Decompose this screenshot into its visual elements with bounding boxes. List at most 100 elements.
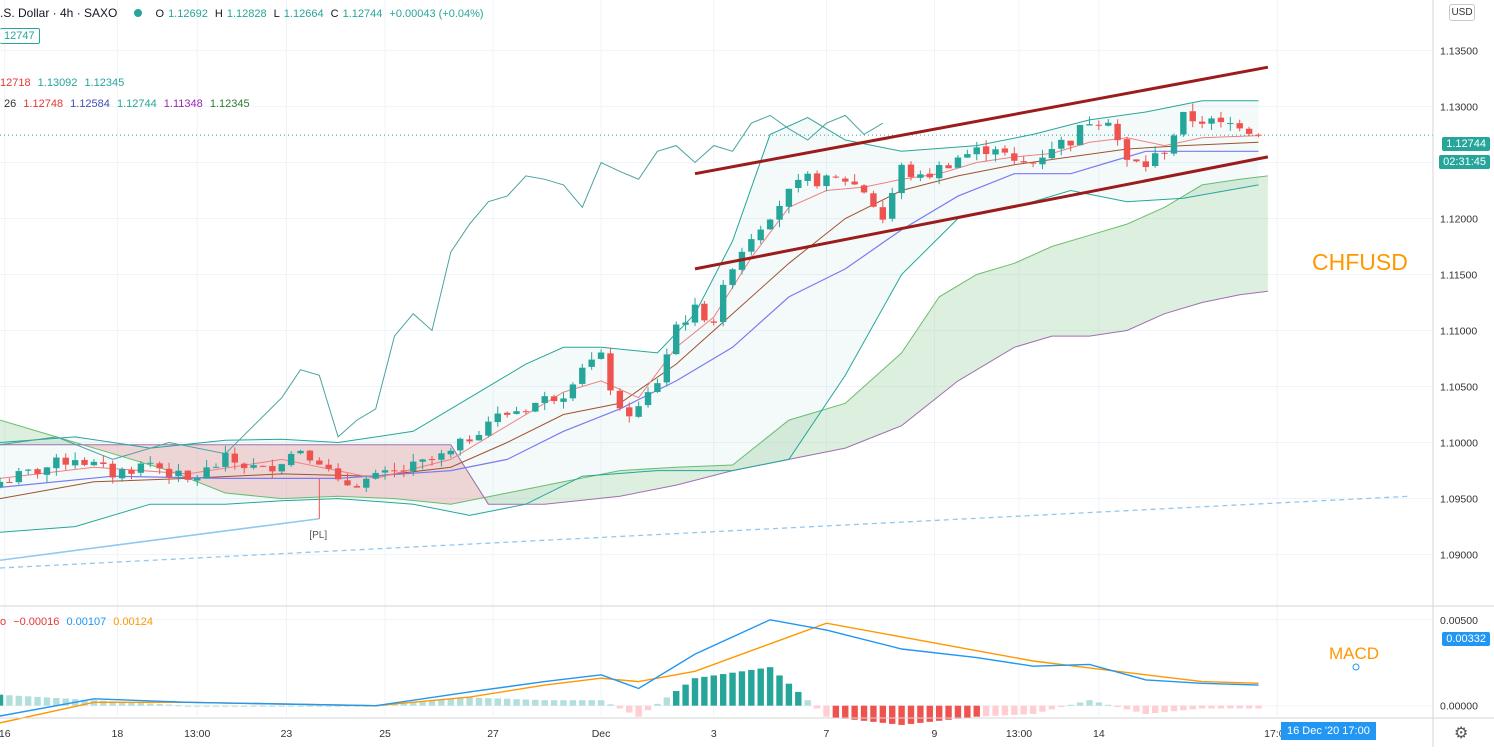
candlestick bbox=[579, 363, 586, 386]
symbol-title[interactable]: .S. Dollar · 4h · SAXO bbox=[0, 6, 118, 20]
candle-body bbox=[391, 470, 398, 472]
candlestick bbox=[240, 462, 248, 474]
macd-histogram-bar bbox=[579, 700, 586, 706]
candlestick bbox=[381, 466, 389, 480]
candle-body bbox=[410, 461, 417, 472]
channel-lower-line bbox=[694, 155, 1269, 271]
macd-histogram-bar bbox=[701, 676, 708, 706]
candlestick bbox=[757, 225, 764, 244]
macd-legend[interactable]: o −0.00016 0.00107 0.00124 bbox=[0, 616, 157, 628]
macd-histogram-bar bbox=[1208, 705, 1215, 709]
macd-histogram-bar bbox=[569, 700, 577, 706]
candlestick bbox=[231, 447, 238, 470]
candlestick bbox=[842, 176, 849, 186]
candle-body bbox=[250, 465, 257, 468]
indicator-1-value-c: 1.12345 bbox=[84, 77, 125, 89]
candle-body bbox=[776, 205, 783, 220]
macd-histogram-bar bbox=[597, 700, 605, 706]
macd-marker-icon bbox=[1352, 663, 1360, 671]
last-price-badge: 12747 bbox=[0, 28, 44, 44]
macd-histogram-bar bbox=[1133, 705, 1140, 712]
candlestick bbox=[926, 168, 933, 179]
macd-histogram-bar bbox=[184, 705, 192, 707]
macd-histogram-bar bbox=[804, 700, 811, 706]
price-tick-label: 1.12000 bbox=[1440, 213, 1478, 225]
macd-histogram-bar bbox=[738, 671, 746, 706]
candlestick bbox=[682, 315, 689, 331]
macd-histogram-bar bbox=[1076, 702, 1084, 706]
indicator-legend-1[interactable]: 12718 1.13092 1.12345 bbox=[0, 77, 128, 89]
candle-body bbox=[626, 407, 633, 417]
macd-histogram-bar bbox=[438, 699, 445, 706]
gear-icon[interactable]: ⚙ bbox=[1454, 725, 1469, 742]
candle-body bbox=[513, 411, 520, 414]
currency-button[interactable]: USD bbox=[1449, 4, 1475, 21]
macd-histogram-bar bbox=[391, 704, 398, 706]
macd-histogram-bar bbox=[992, 705, 999, 716]
candlestick bbox=[1198, 116, 1206, 129]
candlestick bbox=[325, 458, 332, 472]
candlestick bbox=[945, 162, 952, 169]
macd-histogram-bar bbox=[1095, 702, 1103, 706]
candle-body bbox=[813, 173, 821, 187]
macd-histogram-bar bbox=[494, 698, 501, 706]
candle-body bbox=[935, 164, 943, 179]
candle-body bbox=[503, 412, 511, 415]
candlestick bbox=[1208, 116, 1215, 131]
candle-body bbox=[719, 284, 727, 323]
macd-histogram-bar bbox=[1217, 705, 1225, 709]
candlestick bbox=[635, 401, 642, 418]
candle-body bbox=[898, 164, 905, 194]
live-dot-icon bbox=[134, 9, 143, 17]
candle-body bbox=[1170, 135, 1178, 154]
candle-body bbox=[15, 471, 22, 483]
price-tick-label: 1.10000 bbox=[1440, 438, 1478, 450]
macd-histogram-bar bbox=[654, 703, 661, 706]
candlestick bbox=[118, 467, 126, 482]
macd-settings-icon: o bbox=[0, 616, 7, 628]
macd-histogram-bar bbox=[766, 667, 774, 706]
macd-histogram-bar bbox=[475, 697, 483, 706]
candle-body bbox=[673, 324, 680, 355]
candlestick bbox=[1180, 111, 1187, 137]
macd-histogram-bar bbox=[719, 674, 727, 706]
candlestick bbox=[287, 451, 295, 467]
macd-histogram-bar bbox=[344, 705, 351, 707]
macd-histogram-bar bbox=[503, 698, 511, 706]
candle-body bbox=[616, 390, 624, 409]
macd-histogram-bar bbox=[287, 705, 295, 707]
candlestick bbox=[1011, 147, 1018, 166]
candle-body bbox=[1227, 123, 1234, 125]
macd-histogram-bar bbox=[1123, 705, 1131, 710]
candlestick bbox=[334, 463, 342, 482]
candlestick bbox=[776, 200, 783, 228]
macd-histogram-bar bbox=[860, 705, 868, 721]
candlestick bbox=[184, 470, 192, 483]
candlestick bbox=[494, 406, 501, 427]
macd-histogram-bar bbox=[945, 705, 952, 720]
candlestick bbox=[748, 233, 755, 256]
candlestick bbox=[851, 174, 858, 186]
indicator-2-value-d: 1.11348 bbox=[163, 98, 203, 110]
macd-histogram-bar bbox=[626, 705, 633, 713]
macd-histogram-bar bbox=[240, 705, 248, 707]
ohlc-low-label: L bbox=[273, 8, 280, 20]
candle-body bbox=[240, 463, 248, 469]
macd-line-value: 0.00107 bbox=[66, 616, 107, 628]
candlestick bbox=[1245, 126, 1253, 136]
candle-body bbox=[43, 467, 51, 475]
candlestick bbox=[212, 463, 220, 468]
time-tick-label: 18 bbox=[112, 728, 124, 740]
candle-body bbox=[1133, 159, 1140, 162]
macd-histogram-bar bbox=[222, 705, 229, 707]
grid-layer bbox=[0, 0, 1433, 716]
candle-body bbox=[194, 478, 201, 481]
macd-histogram-bar bbox=[297, 705, 304, 707]
candle-body bbox=[62, 457, 69, 465]
indicator-legend-2[interactable]: 26 1.12748 1.12584 1.12744 1.11348 1.123… bbox=[0, 98, 254, 110]
candlestick bbox=[1095, 120, 1103, 130]
candle-body bbox=[917, 174, 924, 178]
macd-histogram-bar bbox=[306, 705, 314, 707]
